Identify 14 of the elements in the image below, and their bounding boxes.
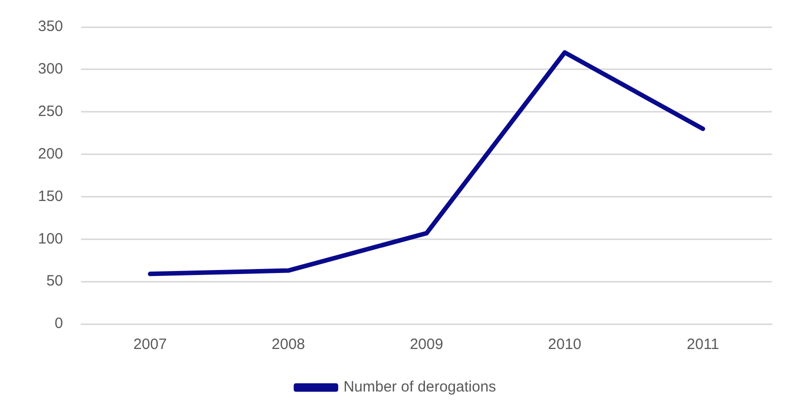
y-tick-label: 100 [38,230,64,248]
y-tick-label: 200 [38,145,64,162]
x-tick-label: 2011 [686,336,720,354]
x-tick-label: 2010 [548,336,582,354]
y-tick-label: 350 [38,18,64,36]
legend-label: Number of derogations [343,378,496,396]
x-tick-label: 2007 [133,336,167,354]
x-tick-label: 2008 [272,336,306,354]
y-tick-label: 250 [38,103,64,120]
y-tick-label: 150 [38,188,64,205]
y-tick-label: 50 [46,272,64,290]
y-tick-label: 300 [38,60,64,78]
y-tick-label: 0 [54,315,64,332]
x-tick-label: 2009 [410,336,444,354]
